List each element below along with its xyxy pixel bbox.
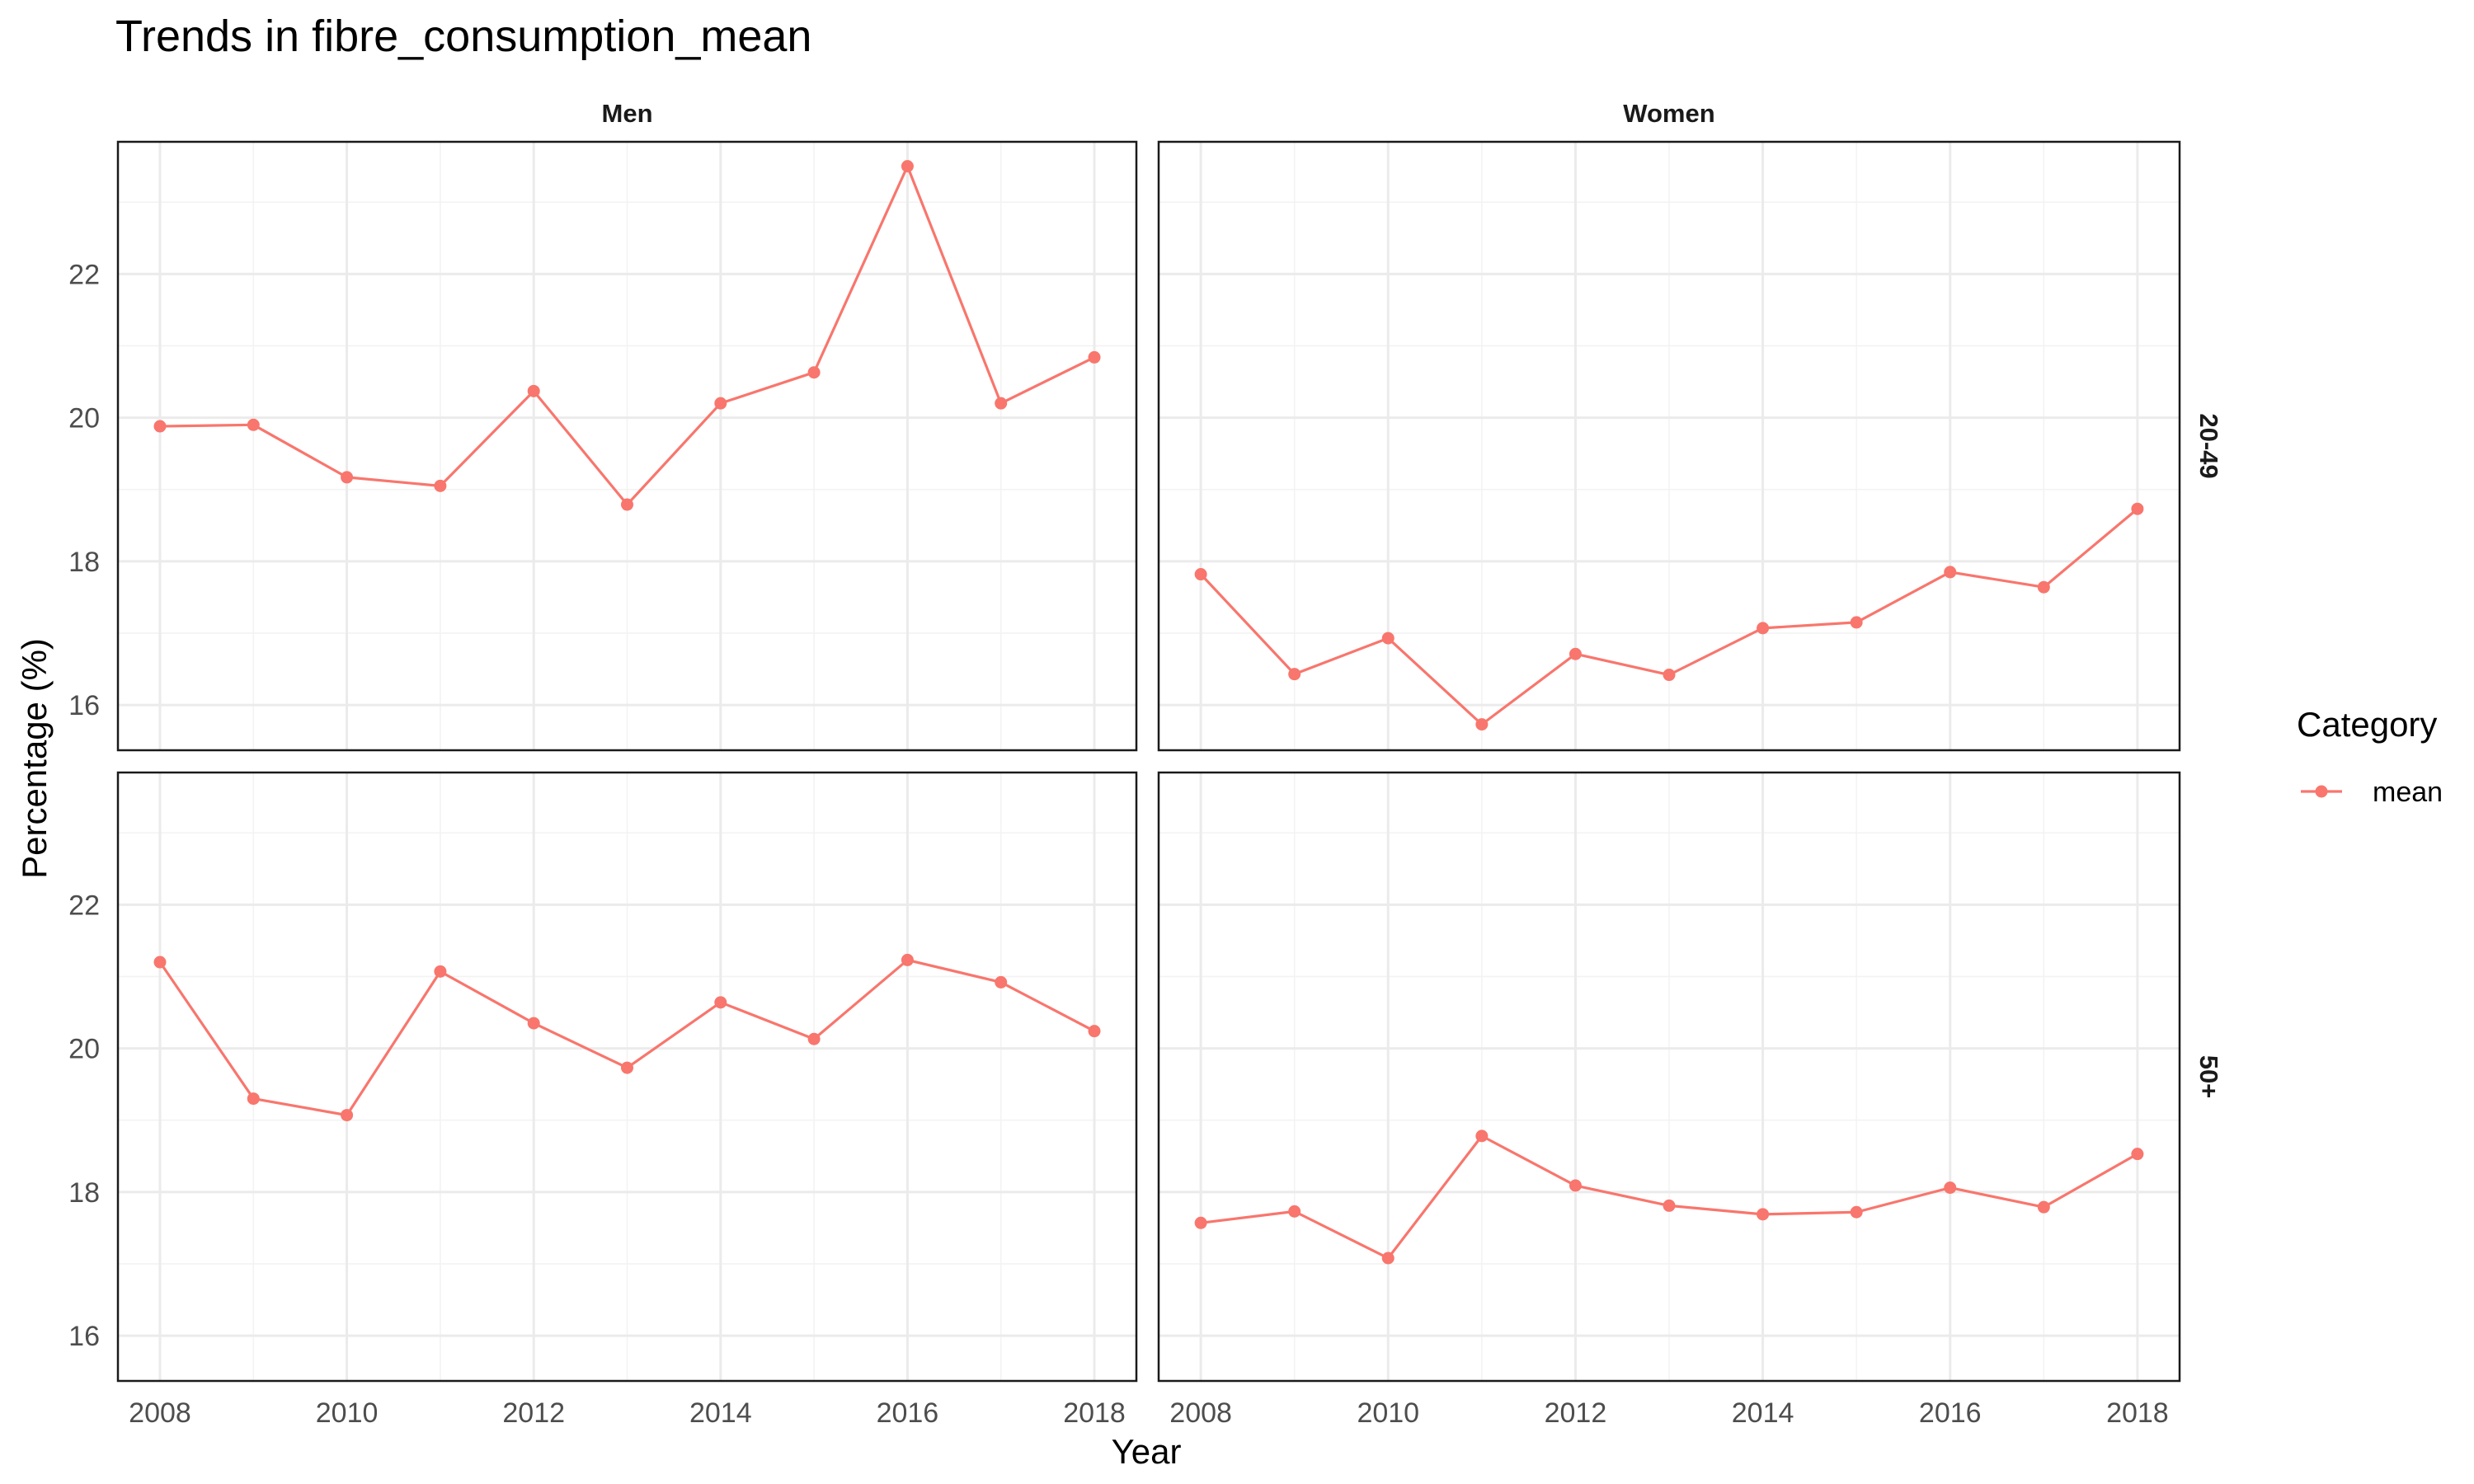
y-tick-label: 16 bbox=[68, 1321, 100, 1352]
legend-title: Category bbox=[2297, 705, 2437, 744]
x-tick-label: 2016 bbox=[1919, 1397, 1982, 1429]
panel-border bbox=[116, 140, 1138, 752]
x-tick-label: 2016 bbox=[877, 1397, 939, 1429]
y-axis-title: Percentage (%) bbox=[15, 638, 54, 879]
x-tick-label: 2014 bbox=[1732, 1397, 1794, 1429]
y-tick-label: 22 bbox=[68, 890, 100, 921]
data-point-2009 bbox=[247, 1092, 260, 1106]
data-point-2015 bbox=[1850, 1205, 1863, 1219]
x-tick-label: 2012 bbox=[502, 1397, 565, 1429]
data-point-2010 bbox=[341, 471, 354, 484]
data-point-2017 bbox=[2037, 580, 2050, 594]
data-point-2013 bbox=[1663, 669, 1676, 682]
data-point-2011 bbox=[1475, 1129, 1489, 1143]
y-tick-label: 18 bbox=[68, 547, 100, 578]
data-point-2012 bbox=[527, 1017, 540, 1030]
x-tick-label: 2010 bbox=[316, 1397, 379, 1429]
legend-label: mean bbox=[2373, 777, 2443, 808]
data-point-2016 bbox=[1944, 566, 1957, 579]
y-tick-label: 20 bbox=[68, 1034, 100, 1065]
data-point-2010 bbox=[1381, 1252, 1395, 1265]
panel-border bbox=[1157, 771, 2181, 1383]
strip-label-20-49: 20-49 bbox=[2194, 413, 2223, 478]
data-point-2010 bbox=[341, 1109, 354, 1122]
data-point-2011 bbox=[434, 965, 447, 978]
panel-women-50: 2008 2010 2012 2014 2016 2018 bbox=[1157, 771, 2181, 1429]
x-tick-label: 2008 bbox=[129, 1397, 191, 1429]
data-point-2012 bbox=[527, 384, 540, 397]
data-point-2008 bbox=[153, 420, 167, 433]
panel-border bbox=[116, 771, 1138, 1383]
data-point-2008 bbox=[153, 956, 167, 969]
y-tick-label: 16 bbox=[68, 690, 100, 721]
data-point-2013 bbox=[621, 1061, 633, 1074]
data-point-2016 bbox=[1944, 1181, 1957, 1195]
panel-men-50: 16 18 20 22 2008 2010 2012 2014 2016 2018 bbox=[68, 771, 1138, 1429]
data-point-2013 bbox=[621, 498, 633, 511]
data-point-2014 bbox=[714, 397, 727, 410]
data-point-2009 bbox=[1288, 1205, 1301, 1218]
y-tick-label: 22 bbox=[68, 259, 100, 290]
data-point-2018 bbox=[1088, 1025, 1101, 1038]
data-point-2012 bbox=[1569, 647, 1582, 660]
panel-men-20-49: 16 18 20 22 bbox=[68, 140, 1138, 752]
data-point-2008 bbox=[1194, 568, 1207, 581]
data-point-2014 bbox=[1757, 622, 1770, 635]
y-tick-label: 20 bbox=[68, 403, 100, 434]
data-point-2012 bbox=[1569, 1179, 1582, 1192]
legend: Category mean bbox=[2297, 705, 2443, 808]
data-point-2017 bbox=[2037, 1200, 2050, 1214]
data-point-2008 bbox=[1194, 1216, 1207, 1229]
x-tick-label: 2014 bbox=[689, 1397, 752, 1429]
data-point-2016 bbox=[901, 160, 914, 173]
x-tick-label: 2018 bbox=[1063, 1397, 1126, 1429]
legend-key-point bbox=[2315, 785, 2328, 798]
data-point-2013 bbox=[1663, 1199, 1676, 1212]
data-point-2015 bbox=[807, 366, 821, 379]
chart-title: Trends in fibre_consumption_mean bbox=[115, 12, 811, 61]
data-point-2015 bbox=[807, 1032, 821, 1045]
strip-label-50: 50+ bbox=[2194, 1055, 2223, 1099]
x-axis-title: Year bbox=[1112, 1432, 1182, 1471]
data-point-2015 bbox=[1850, 616, 1863, 629]
strip-label-men: Men bbox=[602, 99, 653, 128]
panel-women-20-49 bbox=[1157, 140, 2181, 752]
data-point-2009 bbox=[1288, 668, 1301, 681]
x-tick-label: 2018 bbox=[2106, 1397, 2169, 1429]
data-point-2017 bbox=[995, 975, 1008, 989]
x-tick-label: 2008 bbox=[1169, 1397, 1232, 1429]
data-point-2011 bbox=[434, 479, 447, 492]
data-point-2014 bbox=[714, 996, 727, 1009]
x-tick-label: 2012 bbox=[1545, 1397, 1607, 1429]
data-point-2018 bbox=[1088, 350, 1101, 364]
data-point-2009 bbox=[247, 418, 260, 431]
data-point-2011 bbox=[1475, 718, 1489, 731]
data-point-2010 bbox=[1381, 632, 1395, 645]
strip-label-women: Women bbox=[1623, 99, 1714, 128]
data-point-2016 bbox=[901, 953, 914, 966]
data-point-2018 bbox=[2131, 502, 2144, 515]
data-point-2018 bbox=[2131, 1148, 2144, 1161]
y-tick-label: 18 bbox=[68, 1177, 100, 1209]
data-point-2014 bbox=[1757, 1208, 1770, 1221]
panel-border bbox=[1157, 140, 2181, 752]
facet-panels: Men Women 20-49 50+ 16 18 20 22 16 18 20 22 2008 2010… bbox=[68, 99, 2223, 1429]
data-point-2017 bbox=[995, 397, 1008, 410]
x-tick-label: 2010 bbox=[1357, 1397, 1419, 1429]
